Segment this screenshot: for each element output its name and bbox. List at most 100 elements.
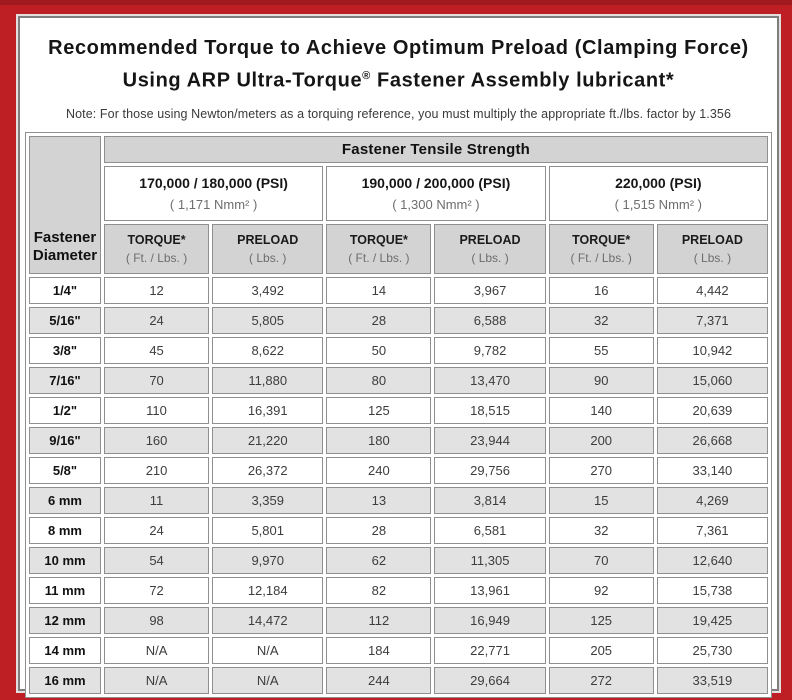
frame-top-line [0, 0, 792, 5]
torque-cell: 70 [103, 366, 210, 394]
torque-cell: 184 [326, 636, 432, 664]
preload-cell: 18,515 [434, 396, 546, 424]
torque-column-header: TORQUE* ( Ft. / Lbs. ) [103, 223, 210, 274]
torque-cell: 205 [548, 636, 654, 664]
preload-cell: 13,961 [434, 576, 546, 604]
preload-cell: 16,391 [212, 396, 324, 424]
preload-cell: 11,305 [434, 546, 546, 574]
preload-cell: 6,581 [434, 516, 546, 544]
torque-cell: 244 [326, 666, 432, 694]
preload-cell: 4,269 [656, 486, 768, 514]
preload-cell: 6,588 [434, 306, 546, 334]
diameter-cell: 3/8" [29, 336, 101, 364]
psi-value: 170,000 / 180,000 (PSI) [139, 174, 288, 191]
preload-cell: 23,944 [434, 426, 546, 454]
nmm-value: ( 1,300 Nmm² ) [392, 196, 480, 212]
psi-value: 190,000 / 200,000 (PSI) [361, 174, 511, 191]
diameter-cell: 12 mm [29, 606, 101, 634]
preload-cell: 5,801 [212, 516, 324, 544]
preload-cell: 16,949 [434, 606, 546, 634]
preload-cell: N/A [212, 666, 324, 694]
preload-cell: 25,730 [656, 636, 768, 664]
table-row: 1/4" 12 3,492 14 3,967 16 4,442 [29, 276, 768, 304]
diameter-cell: 11 mm [29, 576, 101, 604]
preload-cell: 33,140 [656, 456, 768, 484]
preload-cell: 29,664 [434, 666, 546, 694]
torque-cell: 112 [326, 606, 432, 634]
preload-cell: 20,639 [656, 396, 768, 424]
preload-cell: 10,942 [656, 336, 768, 364]
torque-cell: 45 [103, 336, 210, 364]
tensile-strength-header: Fastener Tensile Strength [103, 135, 768, 163]
psi-group-190-200: 190,000 / 200,000 (PSI) ( 1,300 Nmm² ) [326, 165, 546, 221]
torque-cell: N/A [103, 636, 210, 664]
diameter-cell: 10 mm [29, 546, 101, 574]
psi-group-170-180: 170,000 / 180,000 (PSI) ( 1,171 Nmm² ) [103, 165, 324, 221]
preload-cell: 3,492 [212, 276, 324, 304]
preload-cell: 14,472 [212, 606, 324, 634]
preload-cell: 19,425 [656, 606, 768, 634]
table-row: 9/16" 160 21,220 180 23,944 200 26,668 [29, 426, 768, 454]
title-line-1: Recommended Torque to Achieve Optimum Pr… [48, 37, 749, 59]
diameter-cell: 7/16" [29, 366, 101, 394]
torque-cell: 24 [103, 306, 210, 334]
preload-cell: 9,970 [212, 546, 324, 574]
psi-group-220: 220,000 (PSI) ( 1,515 Nmm² ) [548, 165, 768, 221]
table-row: 6 mm 11 3,359 13 3,814 15 4,269 [29, 486, 768, 514]
preload-cell: 8,622 [212, 336, 324, 364]
torque-cell: 24 [103, 516, 210, 544]
torque-cell: 80 [326, 366, 432, 394]
note-text: Note: For those using Newton/meters as a… [65, 106, 731, 121]
table-row: 8 mm 24 5,801 28 6,581 32 7,361 [29, 516, 768, 544]
torque-cell: 200 [548, 426, 654, 454]
torque-cell: 54 [103, 546, 210, 574]
table-header: Fastener Diameter Fastener Tensile Stren… [29, 135, 768, 274]
torque-cell: 28 [326, 516, 432, 544]
preload-cell: 15,060 [656, 366, 768, 394]
torque-cell: 140 [548, 396, 654, 424]
preload-cell: 5,805 [212, 306, 324, 334]
torque-cell: 270 [548, 456, 654, 484]
torque-cell: 210 [103, 456, 210, 484]
torque-cell: 92 [548, 576, 654, 604]
preload-cell: N/A [212, 636, 324, 664]
diameter-cell: 8 mm [29, 516, 101, 544]
preload-cell: 26,372 [212, 456, 324, 484]
preload-cell: 12,184 [212, 576, 324, 604]
preload-cell: 3,967 [434, 276, 546, 304]
content-panel: Recommended Torque to Achieve Optimum Pr… [18, 16, 779, 698]
torque-cell: 55 [548, 336, 654, 364]
table-row: 11 mm 72 12,184 82 13,961 92 15,738 [29, 576, 768, 604]
torque-cell: 90 [548, 366, 654, 394]
preload-cell: 21,220 [212, 426, 324, 454]
torque-cell: 98 [103, 606, 210, 634]
table-row: 10 mm 54 9,970 62 11,305 70 12,640 [29, 546, 768, 574]
torque-column-header: TORQUE* ( Ft. / Lbs. ) [326, 223, 432, 274]
table-row: 5/8" 210 26,372 240 29,756 270 33,140 [29, 456, 768, 484]
diameter-cell: 5/16" [29, 306, 101, 334]
torque-cell: 16 [548, 276, 654, 304]
preload-cell: 22,771 [434, 636, 546, 664]
torque-cell: 15 [548, 486, 654, 514]
torque-cell: 272 [548, 666, 654, 694]
preload-cell: 3,359 [212, 486, 324, 514]
diameter-cell: 6 mm [29, 486, 101, 514]
table-row: 12 mm 98 14,472 112 16,949 125 19,425 [29, 606, 768, 634]
psi-value: 220,000 (PSI) [615, 174, 702, 191]
torque-cell: 125 [548, 606, 654, 634]
table-row: 3/8" 45 8,622 50 9,782 55 10,942 [29, 336, 768, 364]
torque-cell: 12 [103, 276, 210, 304]
diameter-cell: 5/8" [29, 456, 101, 484]
diameter-cell: 1/2" [29, 396, 101, 424]
preload-cell: 4,442 [656, 276, 768, 304]
preload-cell: 9,782 [434, 336, 546, 364]
torque-cell: 72 [103, 576, 210, 604]
torque-cell: 70 [548, 546, 654, 574]
torque-spec-table: Fastener Diameter Fastener Tensile Stren… [25, 131, 772, 698]
torque-cell: 28 [326, 306, 432, 334]
torque-cell: 160 [103, 426, 210, 454]
diameter-cell: 16 mm [29, 666, 101, 694]
table-row: 14 mm N/A N/A 184 22,771 205 25,730 [29, 636, 768, 664]
preload-cell: 13,470 [434, 366, 546, 394]
torque-cell: 13 [326, 486, 432, 514]
